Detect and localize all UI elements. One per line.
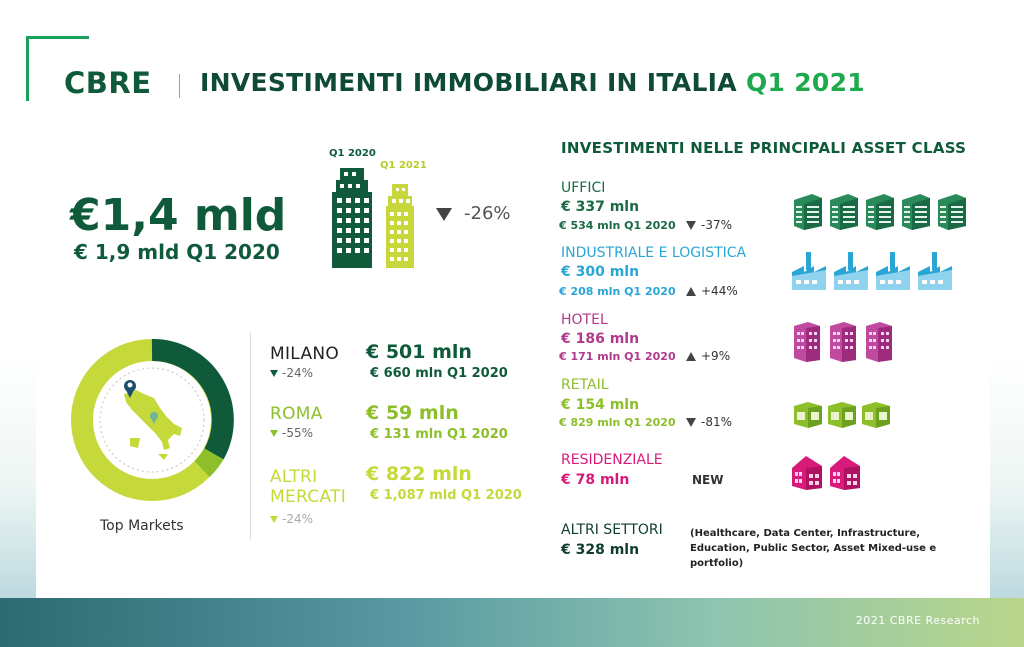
previous-investment: € 1,9 mld Q1 2020 bbox=[74, 240, 280, 264]
market-prev-roma: € 131 mln Q1 2020 bbox=[370, 427, 508, 442]
total-change: -26% bbox=[436, 203, 511, 224]
asset-prev-hotel: € 171 mln Q1 2020 bbox=[559, 350, 676, 363]
office-icons bbox=[794, 194, 966, 230]
page-title: INVESTIMENTI IMMOBILIARI IN ITALIA Q1 20… bbox=[200, 68, 865, 97]
market-value-roma: € 59 mln bbox=[366, 402, 459, 424]
residential-icons bbox=[792, 456, 860, 490]
logo-bracket bbox=[26, 36, 89, 101]
asset-name-retail: RETAIL bbox=[561, 377, 609, 393]
asset-value-industriale: € 300 mln bbox=[561, 264, 640, 280]
header-divider bbox=[179, 74, 180, 98]
market-value-altri: € 822 mln bbox=[366, 463, 472, 485]
asset-value-hotel: € 186 mln bbox=[561, 331, 640, 347]
total-investment: €1,4 mld bbox=[70, 190, 287, 241]
asset-prev-uffici: € 534 mln Q1 2020 bbox=[559, 219, 676, 232]
market-change-roma: -55% bbox=[270, 426, 313, 440]
badge-new: NEW bbox=[692, 473, 724, 487]
building-comparison-icon bbox=[332, 168, 414, 268]
asset-name-hotel: HOTEL bbox=[561, 312, 608, 328]
market-change-altri: -24% bbox=[270, 512, 313, 526]
market-value-milano: € 501 mln bbox=[366, 341, 472, 363]
asset-value-altri: € 328 mln bbox=[561, 542, 640, 558]
asset-name-industriale: INDUSTRIALE E LOGISTICA bbox=[561, 245, 747, 261]
asset-prev-industriale: € 208 mln Q1 2020 bbox=[559, 285, 676, 298]
top-markets-donut bbox=[71, 338, 234, 501]
market-name-roma: ROMA bbox=[270, 404, 323, 424]
asset-name-residenziale: RESIDENZIALE bbox=[561, 452, 663, 468]
label-q1-2020: Q1 2020 bbox=[329, 148, 376, 159]
asset-value-residenziale: € 78 mln bbox=[561, 472, 630, 488]
asset-class-title: INVESTIMENTI NELLE PRINCIPALI ASSET CLAS… bbox=[561, 139, 967, 157]
asset-name-uffici: UFFICI bbox=[561, 180, 606, 196]
asset-change-hotel: +9% bbox=[686, 349, 730, 363]
market-name-milano: MILANO bbox=[270, 344, 340, 364]
asset-value-uffici: € 337 mln bbox=[561, 199, 640, 215]
down-triangle-icon bbox=[686, 221, 696, 230]
market-prev-milano: € 660 mln Q1 2020 bbox=[370, 366, 508, 381]
title-accent: Q1 2021 bbox=[745, 68, 865, 97]
asset-change-uffici: -37% bbox=[686, 218, 732, 232]
map-pin-roma-icon bbox=[150, 412, 158, 424]
market-name-altri-line1: ALTRI bbox=[270, 467, 318, 487]
market-prev-altri: € 1,087 mld Q1 2020 bbox=[370, 488, 522, 503]
hotel-icons bbox=[794, 322, 892, 362]
top-markets-caption: Top Markets bbox=[100, 518, 184, 534]
label-q1-2021: Q1 2021 bbox=[380, 160, 427, 171]
brand-logo: CBRE bbox=[64, 66, 152, 100]
asset-name-altri: ALTRI SETTORI bbox=[561, 522, 663, 538]
asset-change-retail: -81% bbox=[686, 415, 732, 429]
footer-credit: 2021 CBRE Research bbox=[855, 614, 980, 627]
asset-prev-retail: € 829 mln Q1 2020 bbox=[559, 416, 676, 429]
map-pin-milano-icon bbox=[124, 380, 136, 398]
asset-change-industriale: +44% bbox=[686, 284, 738, 298]
market-name-altri-line2: MERCATI bbox=[270, 487, 347, 507]
asset-value-retail: € 154 mln bbox=[561, 397, 640, 413]
up-triangle-icon bbox=[686, 352, 696, 361]
down-triangle-icon bbox=[686, 418, 696, 427]
industrial-icons bbox=[792, 252, 952, 290]
retail-icons bbox=[794, 402, 890, 428]
title-main: INVESTIMENTI IMMOBILIARI IN ITALIA bbox=[200, 68, 737, 97]
market-change-milano: -24% bbox=[270, 366, 313, 380]
down-triangle-icon bbox=[270, 370, 278, 377]
asset-note-altri: (Healthcare, Data Center, Infrastructure… bbox=[690, 528, 937, 569]
down-triangle-icon bbox=[270, 430, 278, 437]
down-triangle-icon bbox=[270, 516, 278, 523]
up-triangle-icon bbox=[686, 287, 696, 296]
bottom-gradient-band bbox=[0, 598, 1024, 647]
section-divider bbox=[250, 332, 251, 540]
down-triangle-icon bbox=[436, 207, 452, 221]
